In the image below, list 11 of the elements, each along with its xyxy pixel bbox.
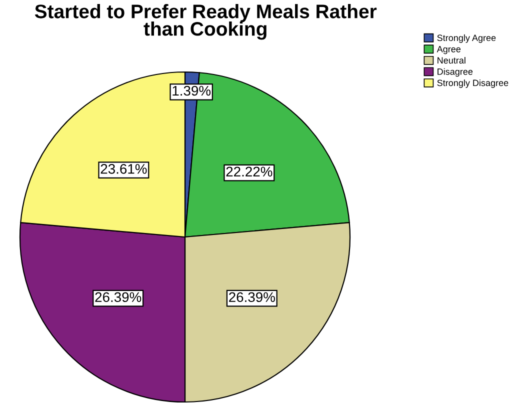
legend-label: Agree	[436, 46, 461, 54]
data-label: 1.39%	[172, 86, 211, 96]
data-label: 26.39%	[95, 292, 142, 302]
chart-title: Started to Prefer Ready Meals Rather than Cooking	[34, 4, 377, 40]
data-label: 22.22%	[226, 166, 272, 177]
data-label: 23.61%	[100, 164, 147, 174]
legend-label: Disagree	[438, 68, 473, 77]
legend-label: Strongly Agree	[437, 34, 496, 43]
data-label: 26.39%	[229, 292, 275, 302]
legend-label: Neutral	[438, 56, 466, 64]
legend-label: Strongly Disagree	[437, 79, 508, 88]
